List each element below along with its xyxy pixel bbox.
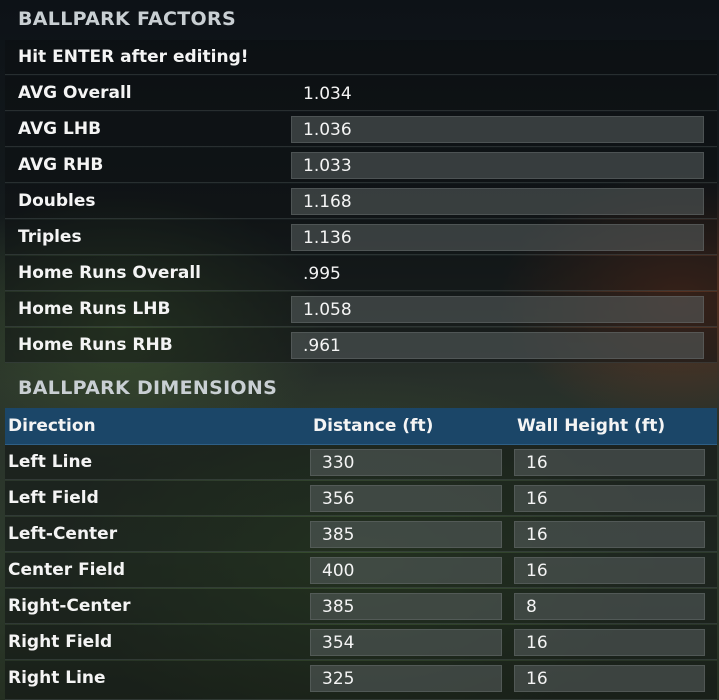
direction-label: Left Field	[8, 488, 99, 508]
direction-label: Right-Center	[8, 596, 131, 616]
hr-rhb-input[interactable]: .961	[291, 332, 704, 359]
factor-row-avg-rhb: AVG RHB 1.033	[5, 148, 717, 183]
triples-input[interactable]: 1.136	[291, 224, 704, 251]
wall-height-input[interactable]: 16	[514, 521, 705, 548]
distance-input[interactable]: 356	[310, 485, 502, 512]
wall-height-input[interactable]: 8	[514, 593, 705, 620]
column-header-distance: Distance (ft)	[313, 416, 434, 436]
wall-height-input[interactable]: 16	[514, 665, 705, 692]
factor-label: AVG RHB	[18, 155, 104, 175]
direction-label: Right Line	[8, 668, 106, 688]
ballpark-dimensions-title: BALLPARK DIMENSIONS	[18, 377, 278, 399]
direction-label: Left-Center	[8, 524, 118, 544]
wall-height-input[interactable]: 16	[514, 485, 705, 512]
factor-label: Home Runs LHB	[18, 299, 171, 319]
factor-row-hr-rhb: Home Runs RHB .961	[5, 328, 717, 363]
hr-lhb-input[interactable]: 1.058	[291, 296, 704, 323]
dimensions-table-header: Direction Distance (ft) Wall Height (ft)	[5, 408, 717, 445]
distance-input[interactable]: 385	[310, 593, 502, 620]
distance-input[interactable]: 330	[310, 449, 502, 476]
factor-label: Home Runs RHB	[18, 335, 173, 355]
table-row: Left Field 356 16	[5, 481, 717, 516]
factor-label: AVG Overall	[18, 83, 132, 103]
distance-input[interactable]: 354	[310, 629, 502, 656]
factor-row-doubles: Doubles 1.168	[5, 184, 717, 219]
hint-row: Hit ENTER after editing!	[5, 40, 717, 75]
avg-rhb-input[interactable]: 1.033	[291, 152, 704, 179]
table-row: Left Line 330 16	[5, 445, 717, 480]
factor-label: Doubles	[18, 191, 96, 211]
factor-row-avg-lhb: AVG LHB 1.036	[5, 112, 717, 147]
direction-label: Left Line	[8, 452, 93, 472]
column-header-wall-height: Wall Height (ft)	[517, 416, 666, 436]
table-row: Right-Center 385 8	[5, 589, 717, 624]
factor-row-avg-overall: AVG Overall 1.034	[5, 76, 717, 111]
factor-value: 1.034	[303, 84, 352, 104]
column-header-direction: Direction	[8, 416, 96, 436]
wall-height-input[interactable]: 16	[514, 449, 705, 476]
doubles-input[interactable]: 1.168	[291, 188, 704, 215]
table-row: Left-Center 385 16	[5, 517, 717, 552]
factor-row-hr-overall: Home Runs Overall .995	[5, 256, 717, 291]
hint-text: Hit ENTER after editing!	[18, 47, 249, 67]
ballpark-factors-title: BALLPARK FACTORS	[18, 8, 236, 30]
wall-height-input[interactable]: 16	[514, 629, 705, 656]
factor-label: Triples	[18, 227, 82, 247]
factor-label: AVG LHB	[18, 119, 102, 139]
distance-input[interactable]: 325	[310, 665, 502, 692]
distance-input[interactable]: 400	[310, 557, 502, 584]
factor-label: Home Runs Overall	[18, 263, 201, 283]
table-row: Right Line 325 16	[5, 661, 717, 700]
distance-input[interactable]: 385	[310, 521, 502, 548]
wall-height-input[interactable]: 16	[514, 557, 705, 584]
factor-row-triples: Triples 1.136	[5, 220, 717, 255]
factor-value: .995	[303, 264, 341, 284]
direction-label: Center Field	[8, 560, 126, 580]
direction-label: Right Field	[8, 632, 113, 652]
table-row: Right Field 354 16	[5, 625, 717, 660]
factor-row-hr-lhb: Home Runs LHB 1.058	[5, 292, 717, 327]
avg-lhb-input[interactable]: 1.036	[291, 116, 704, 143]
table-row: Center Field 400 16	[5, 553, 717, 588]
